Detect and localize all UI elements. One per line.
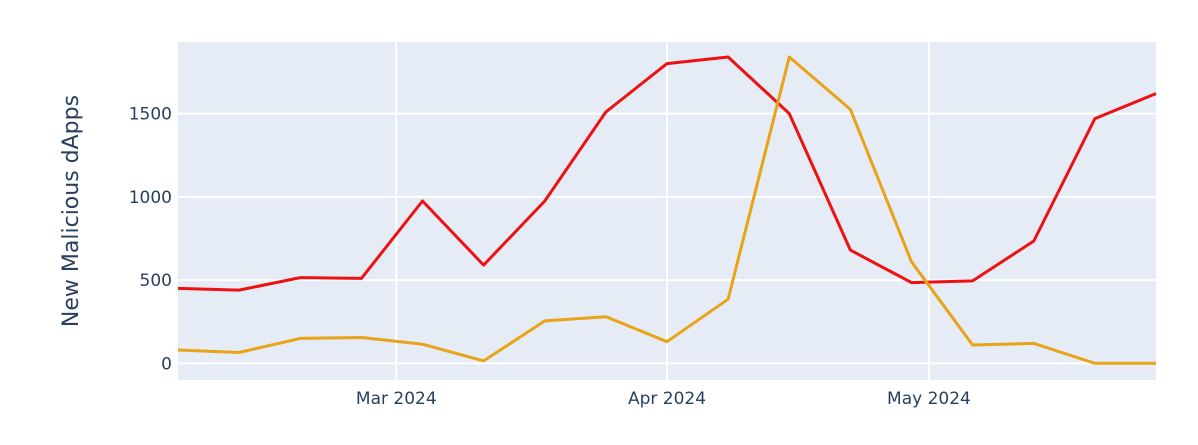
y-tick-label: 0 bbox=[161, 354, 172, 374]
series-line-2 bbox=[177, 55, 1156, 365]
grid-lines bbox=[178, 42, 1156, 380]
x-tick-label: Apr 2024 bbox=[628, 389, 706, 409]
series-lines bbox=[177, 55, 1157, 365]
y-axis-title: New Malicious dApps bbox=[59, 95, 84, 327]
y-tick-label: 500 bbox=[140, 271, 172, 291]
x-tick-label: May 2024 bbox=[887, 389, 971, 409]
series-line-1 bbox=[177, 55, 1157, 292]
x-axis-ticks: Mar 2024 Apr 2024 May 2024 bbox=[356, 389, 971, 409]
y-tick-label: 1500 bbox=[129, 105, 172, 125]
y-axis-ticks: 0 500 1000 1500 bbox=[129, 105, 172, 375]
x-tick-label: Mar 2024 bbox=[356, 389, 437, 409]
y-tick-label: 1000 bbox=[129, 188, 172, 208]
